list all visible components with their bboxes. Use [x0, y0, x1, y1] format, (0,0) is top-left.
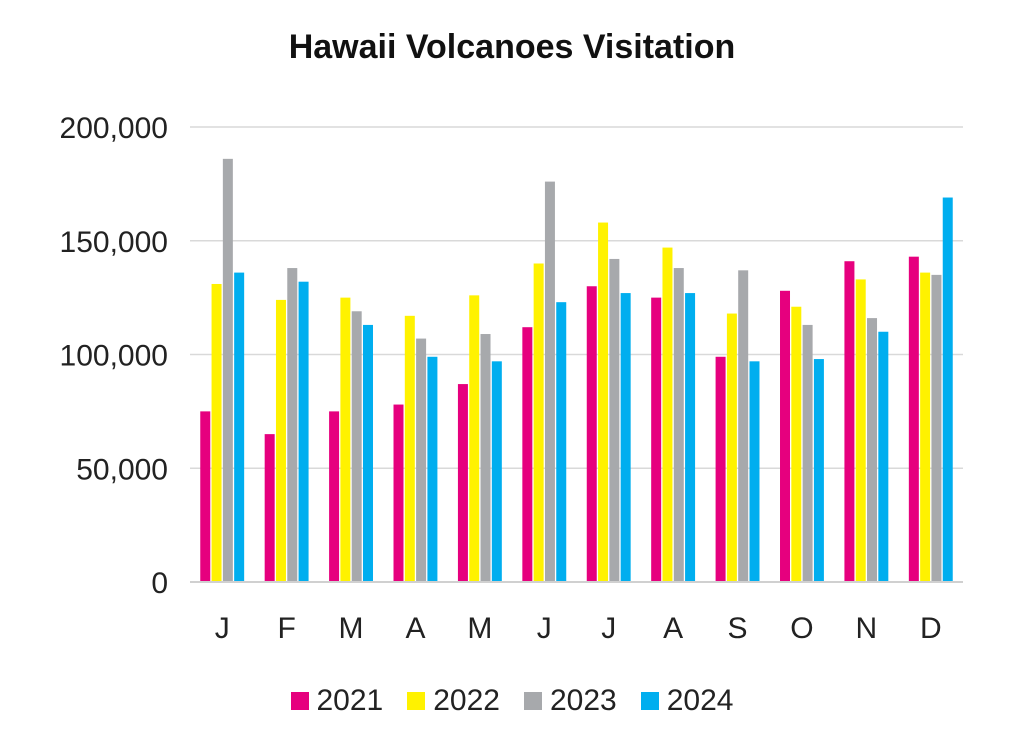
bar-2022-2: [275, 299, 286, 582]
bar-2024-8: [685, 293, 696, 582]
bar-2022-8: [662, 247, 673, 582]
bar-2021-5: [457, 384, 468, 582]
y-axis: 0 50,000 100,000 150,000 200,000: [60, 112, 168, 600]
x-tick-label: J: [601, 612, 616, 645]
bar-2023-8: [673, 268, 684, 582]
legend-swatch: [407, 692, 426, 710]
legend-item-2024: 2024: [640, 684, 734, 718]
legend-label: 2021: [316, 684, 384, 717]
y-tick-label: 100,000: [60, 340, 168, 373]
bar-2021-6: [522, 327, 533, 582]
bar-2024-7: [620, 293, 631, 582]
y-tick-label: 150,000: [60, 226, 168, 259]
bar-2024-5: [491, 361, 502, 582]
bar-2021-2: [264, 434, 275, 582]
x-tick-label: O: [790, 612, 813, 645]
bar-2022-4: [404, 315, 415, 582]
legend-label: 2024: [666, 684, 734, 717]
bar-2024-1: [234, 272, 245, 582]
bar-2021-4: [393, 404, 404, 582]
legend-label: 2023: [550, 684, 617, 717]
chart-title: Hawaii Volcanoes Visitation: [288, 28, 736, 66]
bar-2022-5: [469, 295, 480, 582]
bar-2021-10: [780, 290, 791, 582]
x-tick-label: A: [663, 612, 683, 645]
bar-2021-7: [586, 286, 597, 582]
bar-2024-6: [556, 302, 567, 582]
bar-2024-2: [298, 281, 309, 582]
bar-2024-11: [878, 331, 889, 582]
bars: [200, 158, 953, 583]
bar-2022-6: [533, 263, 544, 582]
bar-2021-3: [329, 411, 340, 582]
bar-2023-1: [222, 158, 233, 582]
legend: 2021 2022 2023 2024: [0, 684, 1024, 718]
bar-2022-3: [340, 297, 351, 582]
bar-2022-9: [726, 313, 737, 582]
bar-2023-6: [544, 181, 555, 582]
bar-2023-2: [287, 268, 298, 582]
y-tick-label: 200,000: [60, 112, 168, 145]
x-tick-label: J: [537, 612, 552, 645]
bar-2021-12: [908, 256, 919, 582]
y-tick-label: 50,000: [76, 453, 168, 486]
bar-2024-9: [749, 361, 760, 582]
bar-2022-10: [791, 306, 802, 582]
x-tick-label: F: [277, 612, 295, 645]
bar-2022-11: [855, 279, 866, 582]
legend-swatch: [290, 692, 309, 710]
x-tick-label: A: [405, 612, 425, 645]
bar-2023-12: [931, 274, 942, 582]
x-tick-label: S: [728, 612, 748, 645]
bar-2023-7: [609, 258, 620, 582]
x-tick-label: M: [339, 612, 364, 645]
bar-2023-3: [351, 311, 362, 582]
legend-item-2023: 2023: [524, 684, 617, 718]
bar-2023-11: [867, 318, 878, 582]
bar-2021-11: [844, 261, 855, 582]
x-tick-label: D: [920, 612, 942, 645]
legend-item-2021: 2021: [290, 684, 384, 718]
y-tick-label: 0: [151, 567, 168, 600]
bar-chart-plot: 0 50,000 100,000 150,000 200,000 J F M A M J J A S O N…: [60, 112, 963, 645]
bar-2023-9: [738, 270, 749, 582]
bar-2024-4: [427, 356, 438, 582]
bar-2023-4: [416, 338, 427, 582]
bar-2023-5: [480, 334, 491, 582]
x-tick-label: J: [215, 612, 230, 645]
legend-swatch: [640, 692, 659, 710]
bar-2021-8: [651, 297, 662, 582]
bar-2021-1: [200, 411, 211, 582]
bar-2022-7: [598, 222, 609, 583]
x-tick-label: M: [467, 612, 492, 645]
bar-2021-9: [715, 356, 726, 582]
bar-2024-12: [942, 197, 953, 582]
bar-2022-1: [211, 283, 222, 582]
legend-label: 2022: [433, 684, 500, 717]
bar-2024-10: [813, 359, 824, 582]
legend-item-2022: 2022: [407, 684, 500, 718]
legend-swatch: [524, 692, 542, 710]
x-tick-label: N: [856, 612, 878, 645]
bar-2024-3: [362, 324, 373, 582]
bar-2022-12: [920, 272, 931, 582]
bar-2023-10: [802, 324, 813, 582]
